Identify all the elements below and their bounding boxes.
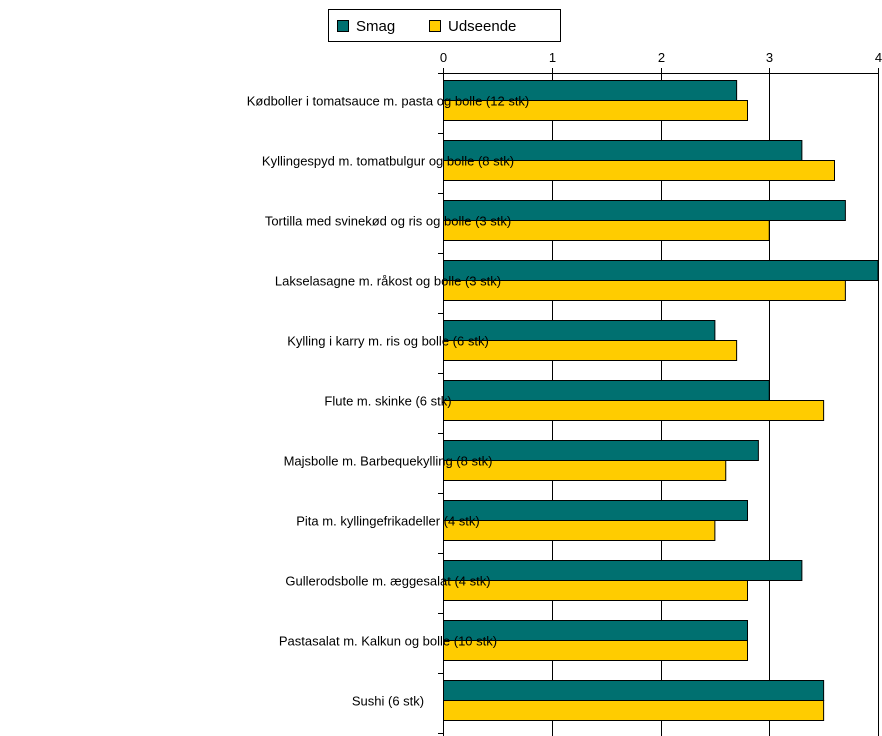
bar-smag [443, 680, 825, 701]
category-label: Lakselasagne m. råkost og bolle (3 stk) [275, 274, 501, 289]
bar-udseende [443, 280, 846, 301]
x-tick-label: 0 [440, 50, 447, 65]
category-label: Sushi (6 stk) [352, 694, 424, 709]
x-tick-label: 1 [549, 50, 556, 65]
legend-label-smag: Smag [356, 18, 395, 35]
bar-udseende [443, 400, 825, 421]
category-label: Majsbolle m. Barbequekylling (8 stk) [284, 454, 493, 469]
category-label: Kødboller i tomatsauce m. pasta og bolle… [247, 94, 530, 109]
category-label: Kyllingespyd m. tomatbulgur og bolle (8 … [262, 154, 514, 169]
category-labels: Kødboller i tomatsauce m. pasta og bolle… [247, 94, 530, 709]
bar-udseende [443, 520, 716, 541]
category-label: Tortilla med svinekød og ris og bolle (3… [265, 214, 511, 229]
legend-box [328, 9, 561, 42]
category-label: Gullerodsbolle m. æggesalat (4 stk) [285, 574, 490, 589]
category-label: Kylling i karry m. ris og bolle (6 stk) [287, 334, 489, 349]
bar-smag [443, 260, 879, 281]
legend-swatch-smag [337, 20, 349, 32]
category-label: Pastasalat m. Kalkun og bolle (10 stk) [279, 634, 497, 649]
bar-smag [443, 380, 770, 401]
bar-udseende [443, 700, 825, 721]
category-label: Flute m. skinke (6 stk) [324, 394, 451, 409]
bar-smag [443, 500, 748, 521]
x-tick-label: 4 [875, 50, 882, 65]
x-tick-labels: 0 1 2 3 4 [440, 50, 882, 65]
legend-label-udseende: Udseende [448, 18, 516, 35]
x-tick-label: 3 [766, 50, 773, 65]
x-tick-label: 2 [658, 50, 665, 65]
category-label: Pita m. kyllingefrikadeller (4 stk) [296, 514, 480, 529]
axes [438, 68, 879, 736]
bar-smag [443, 560, 803, 581]
bars [443, 80, 879, 721]
legend-swatch-udseende [429, 20, 441, 32]
legend: Smag Udseende [328, 9, 561, 42]
